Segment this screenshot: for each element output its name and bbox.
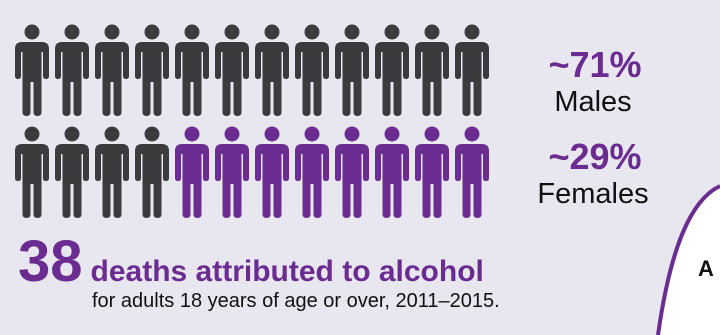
headline: 38 deaths attributed to alcohol xyxy=(18,232,484,292)
person-icon xyxy=(295,24,329,116)
panel-background xyxy=(658,186,720,335)
person-icon xyxy=(95,126,129,218)
person-icon xyxy=(215,126,249,218)
person-icon xyxy=(335,126,369,218)
person-icon xyxy=(255,24,289,116)
deaths-text: deaths attributed to alcohol xyxy=(90,255,484,288)
person-icon xyxy=(375,126,409,218)
person-icon xyxy=(175,126,209,218)
subtext: for adults 18 years of age or over, 2011… xyxy=(92,290,500,312)
person-icon xyxy=(415,24,449,116)
person-icon xyxy=(415,126,449,218)
person-icon xyxy=(55,126,89,218)
person-icon xyxy=(95,24,129,116)
person-icon xyxy=(455,126,489,218)
person-icon xyxy=(135,24,169,116)
female-label: Females xyxy=(537,178,649,210)
person-icon xyxy=(255,126,289,218)
male-figures-row xyxy=(14,24,490,116)
person-icon xyxy=(375,24,409,116)
male-percent: ~71% xyxy=(548,44,642,85)
deaths-count: 38 xyxy=(18,229,83,294)
person-icon xyxy=(455,24,489,116)
person-icon xyxy=(55,24,89,116)
female-figures-row xyxy=(14,126,490,218)
person-icon xyxy=(335,24,369,116)
female-percent: ~29% xyxy=(548,136,642,177)
panel-border xyxy=(656,184,720,335)
person-icon xyxy=(215,24,249,116)
male-label: Males xyxy=(554,86,632,118)
person-icon xyxy=(15,24,49,116)
person-icon xyxy=(15,126,49,218)
cutoff-label: A xyxy=(698,256,714,281)
person-icon xyxy=(175,24,209,116)
pictogram xyxy=(14,24,490,218)
person-icon xyxy=(135,126,169,218)
person-icon xyxy=(295,126,329,218)
